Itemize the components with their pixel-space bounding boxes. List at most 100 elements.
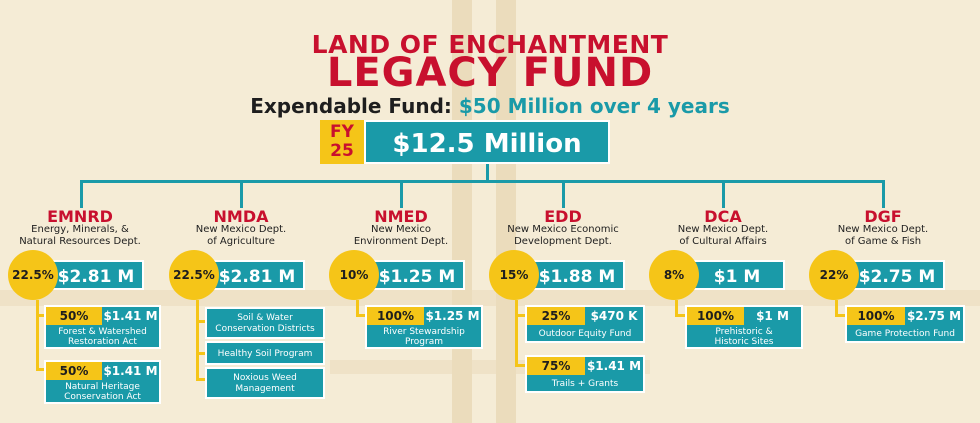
- program-label: Management: [235, 384, 295, 394]
- program-share: 50%: [46, 362, 102, 380]
- dept-share-badge: 22.5%: [8, 250, 58, 300]
- dept-amount: $2.81 M: [209, 260, 305, 290]
- program-label: Game Protection Fund: [855, 329, 955, 339]
- dept-name-line: Environment Dept.: [353, 236, 449, 247]
- connector: [515, 314, 527, 317]
- dept-name-line: Development Dept.: [514, 236, 612, 247]
- program-label: River Stewardship: [383, 327, 465, 337]
- program-label: Conservation Districts: [215, 324, 315, 334]
- dept-amount: $2.81 M: [48, 260, 144, 290]
- connector: [835, 314, 847, 317]
- dept-name-line: of Cultural Affairs: [679, 236, 767, 247]
- program-label: Prehistoric &: [715, 327, 773, 337]
- dept-share-badge: 22%: [809, 250, 859, 300]
- connector: [36, 368, 48, 371]
- dept-share-badge: 8%: [649, 250, 699, 300]
- dept-name-line: of Agriculture: [207, 236, 275, 247]
- program-label: Natural Heritage: [65, 382, 140, 392]
- dept-code: NMED: [374, 207, 428, 226]
- tree-drop: [882, 180, 885, 208]
- program-box: 100% $1.25 M River Stewardship Program: [365, 305, 483, 349]
- program-label: Outdoor Equity Fund: [538, 329, 632, 339]
- program-label: Soil & Water: [237, 313, 293, 323]
- connector: [515, 364, 527, 367]
- program-label: Forest & Watershed: [58, 327, 147, 337]
- dept-name-line: New Mexico: [371, 224, 431, 235]
- background-decoration: [0, 290, 980, 306]
- connector: [356, 314, 368, 317]
- dept-name-line: New Mexico Economic: [507, 224, 619, 235]
- program-box: 50% $1.41 M Forest & Watershed Restorati…: [44, 305, 161, 349]
- program-amount: $1.41 M: [103, 309, 158, 323]
- tree-drop: [240, 180, 243, 208]
- dept-share-badge: 15%: [489, 250, 539, 300]
- connector: [36, 300, 39, 370]
- connector: [675, 300, 678, 316]
- connector: [675, 314, 687, 317]
- program-label: Noxious Weed: [233, 373, 297, 383]
- connector: [196, 378, 208, 381]
- dept-code: DCA: [704, 207, 742, 226]
- program-box: Soil & Water Conservation Districts: [205, 307, 325, 339]
- program-box: Noxious Weed Management: [205, 367, 325, 399]
- program-box: Healthy Soil Program: [205, 341, 325, 365]
- program-share: 50%: [46, 307, 102, 325]
- dept-amount: $1 M: [689, 260, 785, 290]
- dept-code: EDD: [544, 207, 582, 226]
- fiscal-year-badge: FY 25: [320, 120, 364, 164]
- total-amount: $12.5 Million: [364, 120, 610, 164]
- program-box: 100% $1 M Prehistoric & Historic Sites: [685, 305, 803, 349]
- program-amount: $2.75 M: [906, 309, 962, 323]
- program-amount: $1 M: [756, 309, 789, 323]
- dept-code: DGF: [864, 207, 902, 226]
- dept-name-line: of Game & Fish: [844, 236, 922, 247]
- connector: [196, 320, 208, 323]
- tree-drop: [400, 180, 403, 208]
- title-line-2: LEGACY FUND: [326, 50, 654, 96]
- program-label: Healthy Soil Program: [217, 349, 313, 359]
- dept-code: NMDA: [213, 207, 269, 226]
- subtitle: Expendable Fund: $50 Million over 4 year…: [0, 94, 980, 118]
- fy-label: FY: [330, 122, 354, 142]
- connector: [515, 300, 518, 366]
- dept-amount: $1.25 M: [369, 260, 465, 290]
- dept-amount: $2.75 M: [849, 260, 945, 290]
- program-box: 50% $1.41 M Natural Heritage Conservatio…: [44, 360, 161, 404]
- dept-share-badge: 22.5%: [169, 250, 219, 300]
- dept-name-line: New Mexico Dept.: [677, 224, 769, 235]
- program-amount: $1.41 M: [586, 359, 642, 373]
- dept-name-line: New Mexico Dept.: [837, 224, 929, 235]
- tree-trunk: [486, 164, 489, 182]
- program-label: Restoration Act: [68, 337, 137, 347]
- tree-drop: [80, 180, 83, 208]
- connector: [196, 352, 208, 355]
- title-line-1: LAND OF ENCHANTMENT: [311, 30, 669, 59]
- program-box: 100% $2.75 M Game Protection Fund: [845, 305, 965, 343]
- connector: [835, 300, 838, 316]
- tree-drop: [722, 180, 725, 208]
- program-label: Conservation Act: [64, 392, 141, 402]
- background-decoration: [496, 0, 516, 423]
- program-label: Historic Sites: [714, 337, 774, 347]
- dept-name-line: Natural Resources Dept.: [19, 236, 141, 247]
- tree-branch: [80, 180, 885, 183]
- program-share: 75%: [527, 357, 585, 375]
- program-label: Trails + Grants: [551, 379, 619, 389]
- program-box: 75% $1.41 M Trails + Grants: [525, 355, 645, 393]
- program-share: 100%: [367, 307, 424, 325]
- dept-share-badge: 10%: [329, 250, 379, 300]
- tree-drop: [562, 180, 565, 208]
- program-share: 100%: [847, 307, 905, 325]
- dept-name-line: New Mexico Dept.: [195, 224, 287, 235]
- program-share: 25%: [527, 307, 585, 325]
- connector: [356, 300, 359, 316]
- dept-amount: $1.88 M: [529, 260, 625, 290]
- program-label: Program: [405, 337, 443, 347]
- fy-number: 25: [330, 141, 354, 161]
- program-amount: $1.41 M: [103, 364, 158, 378]
- program-amount: $1.25 M: [425, 309, 480, 323]
- program-box: 25% $470 K Outdoor Equity Fund: [525, 305, 645, 343]
- connector: [196, 300, 199, 380]
- connector: [36, 314, 48, 317]
- program-share: 100%: [687, 307, 744, 325]
